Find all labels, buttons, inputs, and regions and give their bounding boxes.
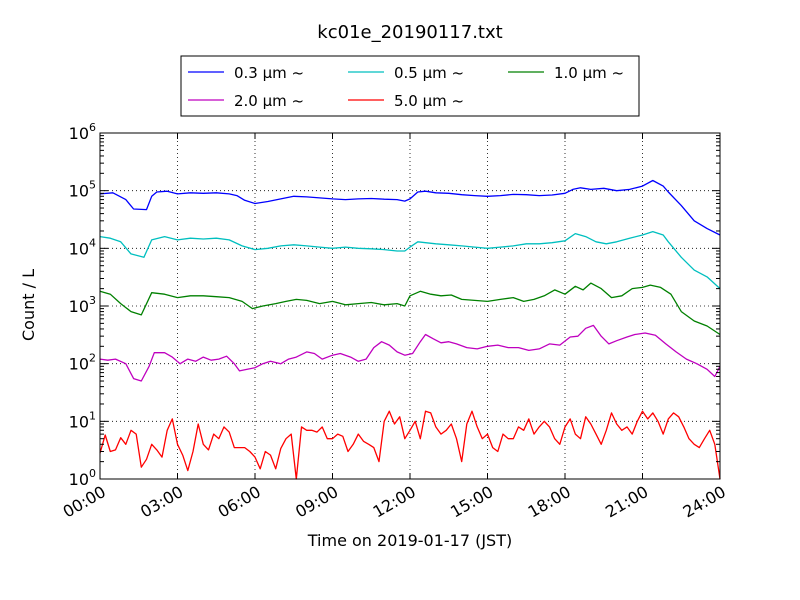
x-axis-label: Time on 2019-01-17 (JST) [307, 531, 512, 550]
series-line-3 [99, 282, 721, 336]
y-axis-label: Count / L [19, 269, 38, 341]
series-line-4 [99, 324, 721, 382]
legend-entry-4: 2.0 μm ~ [234, 92, 304, 110]
y-tick-label: 103 [69, 294, 96, 316]
axis-ticks [99, 132, 721, 480]
series-line-2 [99, 230, 721, 290]
y-tick-labels: 100 101 102 103 104 105 106 [69, 121, 96, 489]
y-tick-label: 102 [69, 352, 96, 374]
y-tick-label: 105 [69, 179, 96, 201]
legend: 0.3 μm ~ 0.5 μm ~ 1.0 μm ~ 2.0 μm ~ 5.0 μm ~ [180, 55, 640, 117]
legend-entry-2: 0.5 μm ~ [394, 64, 464, 82]
series-line-5 [99, 410, 721, 480]
legend-box [180, 55, 640, 117]
y-tick-label: 104 [69, 236, 96, 258]
y-tick-label: 106 [69, 121, 96, 143]
legend-entry-3: 1.0 μm ~ [554, 64, 624, 82]
chart-title: kc01e_20190117.txt [317, 22, 502, 43]
legend-entry-5: 5.0 μm ~ [394, 92, 464, 110]
series-layer [99, 179, 721, 480]
y-tick-label: 101 [69, 409, 96, 431]
legend-entry-1: 0.3 μm ~ [234, 64, 304, 82]
series-line-1 [99, 179, 721, 236]
y-tick-label: 100 [69, 467, 96, 489]
